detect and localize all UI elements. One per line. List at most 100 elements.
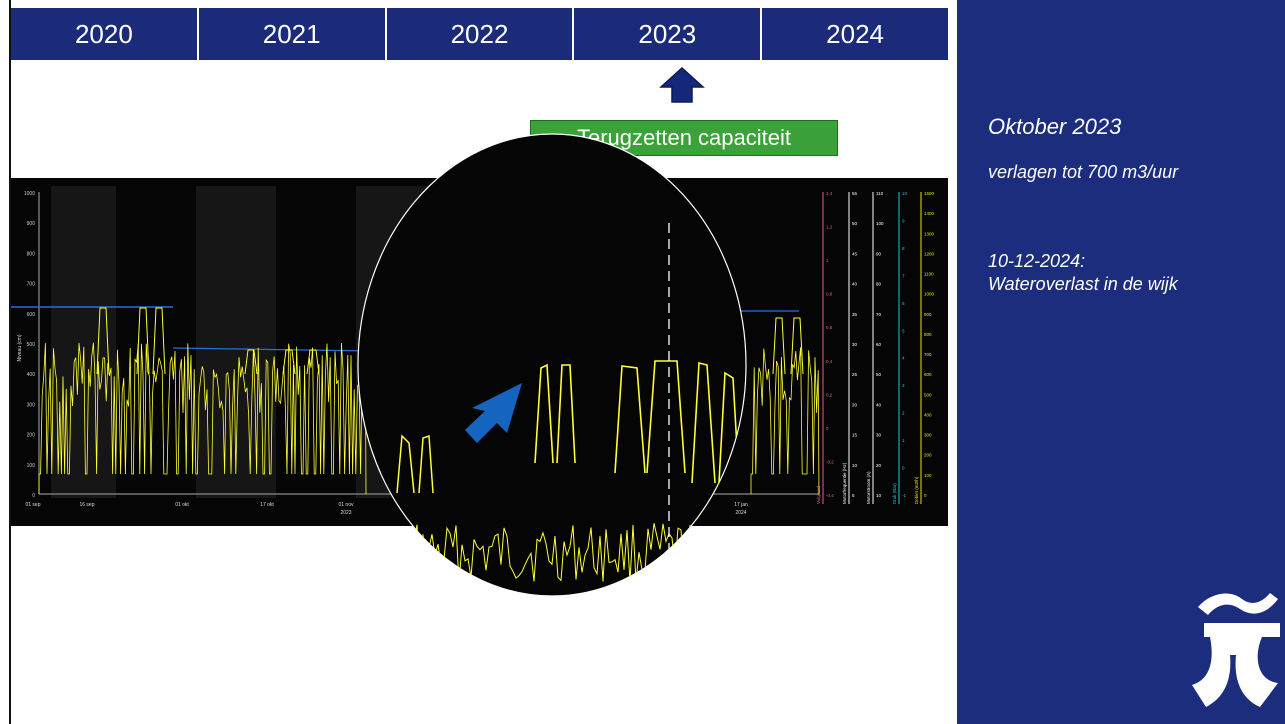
- right-tick-label: 800: [924, 332, 932, 337]
- right-tick-label: 900: [924, 312, 932, 317]
- year-2024[interactable]: 2024: [826, 18, 884, 49]
- right-tick-label: 100: [924, 473, 932, 478]
- left-border: [9, 0, 11, 724]
- right-axis-title: Motorfrequentie (Hz): [842, 462, 847, 504]
- right-tick-label: 50: [852, 221, 858, 226]
- right-tick-label: -1: [902, 493, 906, 498]
- waterboard-logo-icon: [1192, 593, 1280, 707]
- signal-peak: [152, 307, 166, 375]
- x-year-label: 2024: [735, 510, 746, 516]
- signal-peak: [244, 349, 258, 375]
- right-tick-label: 25: [852, 372, 858, 377]
- magnified-signal: [358, 223, 746, 583]
- right-tick-label: 70: [876, 312, 882, 317]
- y-axis-title: Niveau (cm): [17, 334, 23, 361]
- x-tick-label: 01 okt: [175, 502, 189, 508]
- right-tick-label: 500: [924, 392, 932, 397]
- signal-trace: [614, 365, 646, 474]
- sidebar-event: Wateroverlast in de wijk: [988, 274, 1178, 294]
- right-tick-label: 10: [902, 191, 908, 196]
- right-tick-label: 7: [902, 273, 905, 278]
- sidebar-title: Oktober 2023: [988, 114, 1122, 139]
- y-tick-label: 300: [27, 402, 36, 408]
- signal-trace: [750, 347, 820, 495]
- right-tick-label: 30: [852, 342, 858, 347]
- right-tick-label: 55: [852, 191, 858, 196]
- year-2023[interactable]: 2023: [574, 8, 763, 60]
- right-tick-label: 8: [902, 246, 905, 251]
- signal-peak: [136, 307, 150, 375]
- right-tick-label: 6: [902, 301, 905, 306]
- right-tick-label: 700: [924, 352, 932, 357]
- right-tick-label: 10: [876, 493, 882, 498]
- right-tick-label: 0,2: [826, 392, 833, 397]
- right-tick-label: 50: [876, 372, 882, 377]
- right-tick-label: -0,2: [826, 459, 834, 464]
- right-tick-label: 0: [902, 466, 905, 471]
- x-tick-label: 16 sep: [79, 502, 94, 508]
- signal-trace: [691, 361, 716, 484]
- up-arrow-icon: [659, 66, 705, 103]
- right-tick-label: 1100: [924, 272, 934, 277]
- signal-trace: [556, 364, 576, 464]
- y-tick-label: 800: [27, 251, 36, 257]
- right-tick-label: 5: [852, 493, 855, 498]
- right-tick-label: 400: [924, 412, 932, 417]
- right-tick-label: 5: [902, 328, 905, 333]
- right-tick-label: 60: [876, 342, 882, 347]
- y-tick-label: 500: [27, 342, 36, 348]
- right-tick-label: 20: [852, 402, 858, 407]
- year-2021[interactable]: 2021: [199, 8, 387, 60]
- x-tick-label: 17 jan: [734, 502, 748, 508]
- right-tick-label: 0,6: [826, 325, 833, 330]
- year-2020[interactable]: 2020: [11, 8, 199, 60]
- right-tick-label: 1500: [924, 191, 935, 196]
- right-tick-label: 110: [876, 191, 884, 196]
- right-axis-title: Debiet (m3/h): [914, 476, 919, 504]
- x-year-label: 2023: [340, 510, 351, 516]
- right-tick-label: 45: [852, 251, 858, 256]
- signal-trace: [38, 342, 367, 495]
- right-tick-label: 15: [852, 433, 858, 438]
- right-tick-label: 1,4: [826, 191, 833, 196]
- y-tick-label: 400: [27, 372, 36, 378]
- magnifier-zoom: [357, 133, 747, 597]
- right-tick-label: 1200: [924, 251, 935, 256]
- right-tick-label: 100: [876, 221, 884, 226]
- threshold-line: [172, 347, 372, 352]
- y-tick-label: 200: [27, 433, 36, 439]
- signal-peak: [772, 317, 786, 375]
- right-tick-label: 1000: [924, 292, 935, 297]
- sidebar-date: 10-12-2024:: [988, 251, 1086, 271]
- year-2022[interactable]: 2022: [387, 8, 575, 60]
- right-tick-label: 1,2: [826, 225, 833, 230]
- right-axis-title: Druk (Bar): [892, 483, 897, 504]
- right-tick-label: -0,4: [826, 493, 834, 498]
- x-tick-label: 01 nov: [338, 502, 354, 508]
- right-tick-label: 0: [924, 493, 927, 498]
- pointer-arrow-icon: [465, 383, 522, 443]
- signal-peak: [790, 317, 804, 375]
- y-tick-label: 700: [27, 282, 36, 288]
- right-tick-label: 1: [902, 438, 905, 443]
- right-tick-label: 3: [902, 383, 905, 388]
- x-tick-label: 01 sep: [25, 502, 40, 508]
- right-tick-label: 35: [852, 312, 858, 317]
- signal-peak: [96, 307, 110, 375]
- magnifier-lens: [357, 133, 747, 597]
- signal-trace: [418, 434, 434, 494]
- right-tick-label: 4: [902, 356, 905, 361]
- signal-trace: [396, 434, 415, 494]
- signal-peak: [282, 349, 296, 375]
- right-tick-label: 2: [902, 411, 905, 416]
- year-timeline: 2020 2021 2022 2023 2024: [11, 8, 948, 60]
- x-tick-label: 17 okt: [260, 502, 274, 508]
- right-tick-label: 1400: [924, 211, 935, 216]
- right-tick-label: 30: [876, 433, 882, 438]
- right-tick-label: 20: [876, 463, 882, 468]
- right-tick-label: 40: [876, 402, 882, 407]
- right-tick-label: 9: [902, 218, 905, 223]
- signal-trace: [718, 371, 740, 484]
- right-axis-title: Vulgraad: [816, 486, 821, 504]
